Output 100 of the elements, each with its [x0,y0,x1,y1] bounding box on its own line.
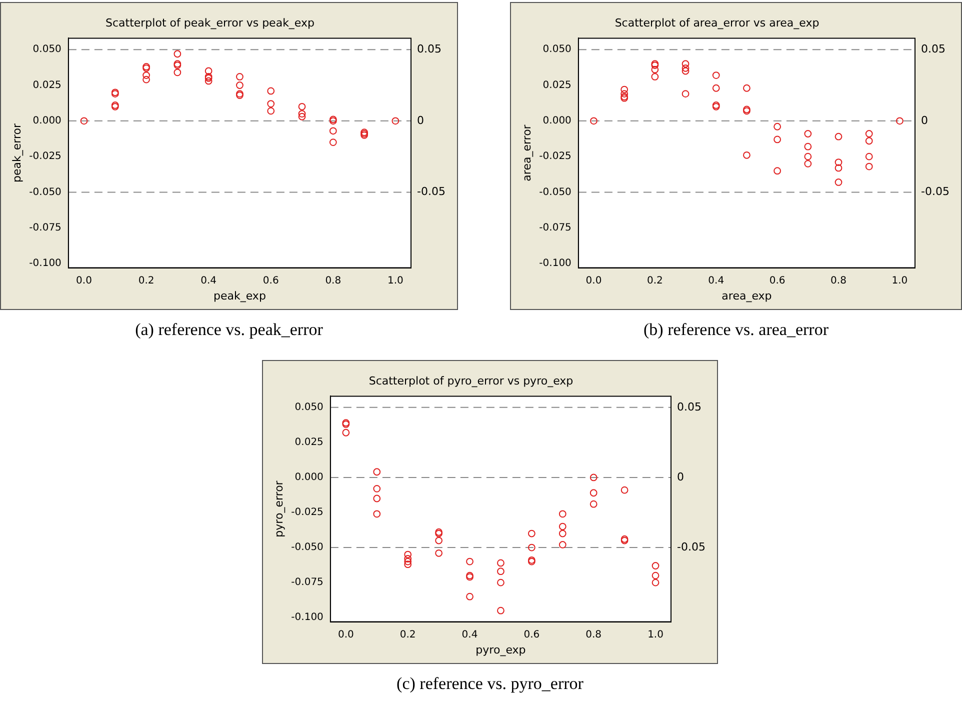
point [804,160,812,168]
x-tick-label: 0.6 [769,275,786,286]
point [404,558,412,566]
point [174,50,182,58]
point [804,152,812,160]
point [298,102,306,110]
point [267,100,275,108]
chart-title: Scatterplot of area_error vs area_exp [614,16,820,30]
y-axis-title: pyro_error [272,480,286,538]
text: (a) reference vs. peak_error [134,320,324,340]
chart-title: Scatterplot of pyro_error vs pyro_exp [368,374,574,388]
y-tick-label: 0.050 [542,44,572,56]
y-axis-title: area_error [520,124,534,182]
point [80,117,88,125]
y-tick-label: -0.025 [539,151,572,162]
x-tick-label: 0.6 [524,629,540,640]
x-tick-label: 0.4 [200,275,217,286]
point [834,178,842,186]
point [435,536,442,544]
y-tick-label: 0.025 [542,80,572,91]
point [896,117,904,125]
point [373,510,381,518]
y-tick-label: -0.100 [539,258,572,270]
point [298,110,306,118]
point [342,428,350,436]
y-tick-label: -0.050 [539,186,572,198]
point [590,500,598,508]
y-tick-label: 0.025 [32,80,62,91]
point [466,592,474,600]
x-tick-label: 1.0 [892,275,908,286]
y-tick-label: -0.050 [291,542,324,554]
y-tick-label: -0.075 [29,222,62,234]
x-tick-label: 0.0 [338,629,354,640]
point [620,86,628,94]
ref-line-label: 0.05 [417,42,442,56]
y-tick-label: 0.000 [542,116,572,127]
point [743,151,750,159]
x-tick-label: 1.0 [648,629,664,640]
point [804,130,812,138]
point [743,84,750,92]
point [804,142,812,150]
x-axis-title: pyro_exp [476,643,526,656]
point [497,606,504,614]
point [528,530,536,538]
ref-line-label: -0.05 [417,185,446,198]
y-axis-title: peak_error [10,123,24,182]
point [682,90,690,98]
point [865,137,873,145]
point [435,549,442,557]
point [174,68,182,76]
point [774,167,782,175]
x-axis-title: peak_exp [214,289,266,302]
point [558,522,566,530]
point [712,84,720,92]
ref-line-label: 0.05 [921,42,946,56]
ref-line-label: 0 [417,114,424,127]
y-tick-label: -0.025 [291,507,324,518]
x-tick-label: 0.4 [462,629,478,640]
y-tick-label: -0.100 [291,612,324,624]
x-tick-label: 0.2 [138,275,154,286]
point [497,568,504,576]
point [373,484,381,492]
point [774,122,782,130]
point [404,550,412,558]
point [404,555,412,562]
y-tick-label: -0.075 [291,577,324,588]
point [865,162,873,170]
point [204,77,212,85]
y-tick-label: -0.075 [539,222,572,234]
point [558,530,566,538]
point [236,73,244,80]
point [298,112,306,120]
point [497,559,504,567]
x-tick-label: 0.2 [646,275,663,286]
point [329,127,337,135]
point [652,562,660,570]
point [329,138,337,146]
point [682,60,690,68]
y-tick-label: 0.050 [32,44,62,56]
point [651,73,659,80]
point [142,76,150,84]
text: (b) reference vs. area_error [642,320,830,340]
point [682,67,690,75]
point [865,152,873,160]
point [590,117,598,125]
point [558,541,566,548]
point [267,87,275,95]
y-tick-label: 0.000 [294,472,324,484]
point [834,158,842,166]
y-tick-label: 0.025 [294,437,324,448]
point [774,136,782,144]
y-tick-label: -0.100 [29,258,62,270]
point [528,544,536,552]
point [373,494,381,502]
x-tick-label: 0.4 [708,275,724,286]
y-tick-label: -0.050 [29,186,62,198]
point [267,107,275,115]
ref-line-label: -0.05 [677,540,706,554]
point [620,90,628,98]
point [590,474,598,482]
